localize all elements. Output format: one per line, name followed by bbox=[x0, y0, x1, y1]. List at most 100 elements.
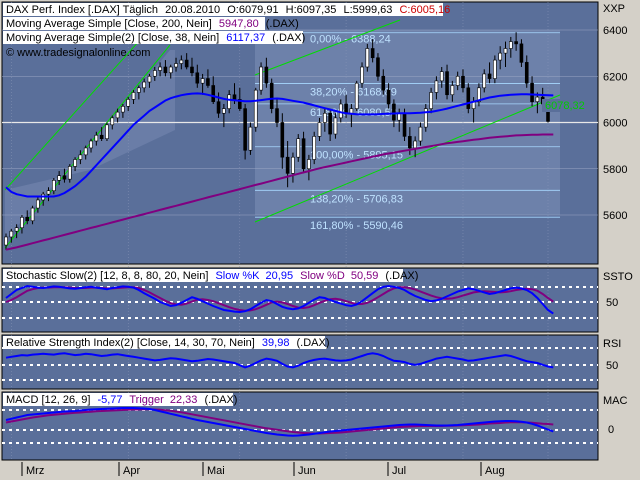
rsi-line bbox=[5, 352, 554, 369]
candle bbox=[461, 69, 465, 93]
candle-body bbox=[477, 87, 481, 102]
candle bbox=[131, 90, 136, 104]
candle-body bbox=[115, 111, 120, 119]
candle-body bbox=[392, 103, 396, 121]
candle-body bbox=[519, 43, 524, 63]
indicator-lines bbox=[5, 284, 554, 437]
candle-body bbox=[312, 136, 316, 160]
macd-axis-label: MAC bbox=[603, 395, 628, 407]
candle-body bbox=[158, 66, 162, 71]
candle bbox=[158, 62, 162, 77]
candle-body bbox=[280, 122, 285, 158]
candle bbox=[253, 87, 258, 132]
candle-body bbox=[30, 207, 35, 222]
candle bbox=[381, 69, 386, 95]
legend-ma200-value: 5947,80 bbox=[219, 18, 259, 30]
candle bbox=[20, 215, 24, 234]
candle bbox=[46, 187, 51, 202]
candle-body bbox=[535, 96, 540, 102]
candle bbox=[386, 83, 391, 109]
candle bbox=[259, 62, 263, 95]
trendline-channel-upper bbox=[254, 19, 401, 76]
candle-body bbox=[487, 73, 492, 79]
legend-low: L:5999,63 bbox=[343, 4, 392, 16]
candle-body bbox=[455, 75, 460, 86]
candle-body bbox=[222, 108, 226, 114]
candle-body bbox=[174, 63, 178, 68]
ma200-line bbox=[5, 133, 554, 251]
candle bbox=[429, 87, 433, 114]
candle bbox=[370, 39, 375, 63]
candle bbox=[354, 80, 359, 111]
candle bbox=[535, 92, 540, 114]
month-label: Jun bbox=[298, 465, 316, 477]
candle-body bbox=[147, 75, 152, 83]
candle bbox=[115, 108, 120, 123]
candle bbox=[243, 104, 247, 160]
candle-body bbox=[493, 59, 497, 79]
candle-body bbox=[179, 59, 184, 64]
month-label: Aug bbox=[485, 465, 505, 477]
candle bbox=[434, 76, 439, 100]
legend-ma200-label: Moving Average Simple [Close, 200, Nein] bbox=[6, 18, 212, 30]
candle-body bbox=[445, 71, 449, 96]
candle bbox=[317, 117, 322, 141]
svg-text:Relative Strength Index(2) [Cl: Relative Strength Index(2) [Close, 14, 3… bbox=[6, 337, 330, 349]
candle-body bbox=[89, 140, 93, 149]
candle-body bbox=[46, 190, 51, 195]
candle-body bbox=[360, 66, 364, 84]
month-label: Mrz bbox=[26, 465, 44, 477]
candle-body bbox=[328, 112, 332, 135]
candle bbox=[509, 36, 513, 58]
candle bbox=[142, 78, 146, 93]
candle-body bbox=[99, 134, 104, 139]
candle-body bbox=[20, 217, 24, 229]
month-label: Jul bbox=[392, 465, 406, 477]
candle bbox=[4, 233, 8, 250]
candle-body bbox=[301, 138, 306, 170]
candle-body bbox=[434, 80, 439, 93]
legend-ma200-tag: (.DAX) bbox=[266, 18, 299, 30]
candle bbox=[179, 55, 184, 70]
candle bbox=[264, 57, 269, 88]
candle bbox=[57, 171, 61, 185]
candle bbox=[30, 205, 35, 225]
candle-body bbox=[36, 199, 40, 209]
candle-body bbox=[466, 87, 471, 109]
rsi-axis-tick: 50 bbox=[606, 360, 618, 372]
candle-body bbox=[509, 41, 513, 49]
legend-ma38-value: 6117,37 bbox=[226, 32, 265, 44]
candle-body bbox=[184, 59, 189, 68]
candle-body bbox=[232, 94, 237, 100]
candle bbox=[360, 62, 364, 88]
svg-text:Moving Average Simple [Close,: Moving Average Simple [Close, 200, Nein]… bbox=[6, 18, 299, 30]
candle-body bbox=[83, 147, 88, 156]
candle bbox=[455, 71, 460, 91]
legend-rsi: Relative Strength Index(2) [Close, 14, 3… bbox=[3, 336, 330, 349]
candle bbox=[418, 122, 423, 146]
candle bbox=[328, 108, 332, 141]
candle-body bbox=[152, 70, 157, 77]
fibonacci-label: 161,80% - 5590,46 bbox=[310, 220, 403, 232]
candle-body bbox=[57, 175, 61, 181]
candle bbox=[376, 53, 380, 81]
candle bbox=[25, 210, 30, 225]
svg-text:MACD [12, 26, 9] -5,77: MACD [12, 26, 9] -5,77 Trigger 22,33 (.D… bbox=[6, 394, 237, 406]
candle bbox=[73, 157, 77, 172]
svg-text:Moving Average Simple(2) [Clos: Moving Average Simple(2) [Close, 38, Nei… bbox=[6, 32, 305, 44]
candle-body bbox=[142, 81, 146, 89]
candle-body bbox=[439, 71, 444, 82]
month-label: Mai bbox=[207, 465, 225, 477]
legend-close: C:6005,16 bbox=[399, 4, 450, 16]
candle bbox=[323, 108, 327, 132]
candle-body bbox=[62, 175, 67, 180]
moving-averages bbox=[5, 92, 554, 251]
candle bbox=[301, 131, 306, 174]
candle bbox=[83, 145, 88, 160]
candle bbox=[296, 134, 301, 162]
candle-body bbox=[402, 112, 407, 137]
candle-body bbox=[370, 48, 375, 59]
candle-body bbox=[238, 99, 242, 109]
candle-body bbox=[386, 89, 391, 105]
